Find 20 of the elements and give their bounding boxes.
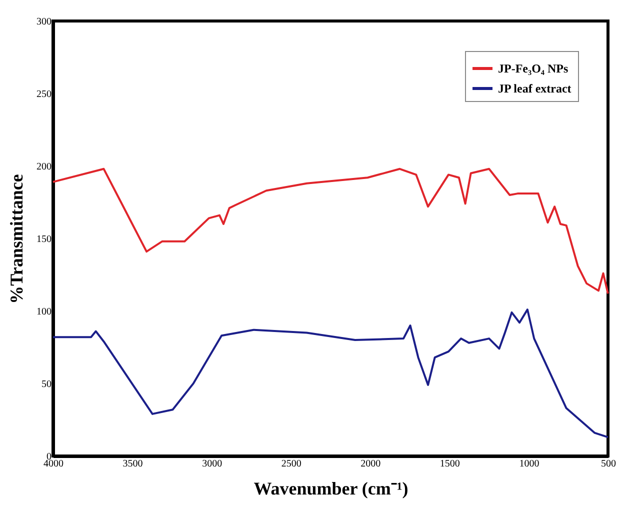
- x-tick-label: 2000: [360, 458, 381, 470]
- legend-label: JP-Fe₃O₄ NPs: [498, 62, 569, 76]
- line-series: [52, 308, 609, 438]
- y-tick-label: 150: [36, 234, 52, 245]
- y-tick-label: 50: [42, 379, 52, 390]
- x-tick-label: 500: [601, 458, 616, 470]
- x-axis-title: Wavenumber (cm⁻¹): [254, 478, 408, 498]
- x-tick-label: 1000: [519, 458, 540, 470]
- y-tick-label: 200: [36, 162, 52, 172]
- x-tick-label: 2500: [281, 458, 302, 470]
- line-series: [52, 168, 609, 295]
- y-tick-label: 250: [36, 89, 52, 100]
- y-axis-title: %Transmittance: [6, 174, 26, 304]
- x-tick-label: 1500: [440, 458, 460, 470]
- y-tick-label: 300: [36, 16, 52, 28]
- x-tick-label: 4000: [44, 458, 64, 470]
- legend-label: JP leaf extract: [498, 82, 572, 96]
- x-tick-label: 3000: [202, 458, 222, 470]
- y-tick-label: 100: [36, 306, 52, 318]
- x-tick-label: 3500: [122, 458, 143, 470]
